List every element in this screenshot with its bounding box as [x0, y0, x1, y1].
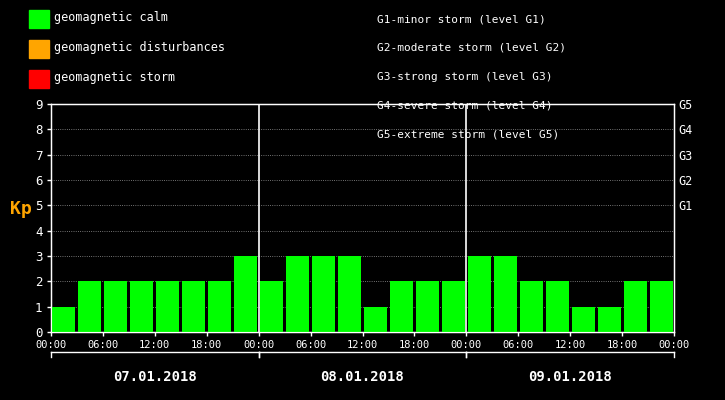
Bar [546, 281, 569, 332]
Text: 08.01.2018: 08.01.2018 [320, 370, 405, 384]
Bar [130, 281, 154, 332]
Bar [494, 256, 517, 332]
Bar [520, 281, 543, 332]
Bar [597, 307, 621, 332]
Text: 07.01.2018: 07.01.2018 [113, 370, 196, 384]
Bar [650, 281, 673, 332]
Text: geomagnetic storm: geomagnetic storm [54, 72, 175, 84]
Text: geomagnetic disturbances: geomagnetic disturbances [54, 42, 225, 54]
Text: geomagnetic calm: geomagnetic calm [54, 12, 168, 24]
Text: 09.01.2018: 09.01.2018 [529, 370, 612, 384]
Bar [338, 256, 361, 332]
Bar [624, 281, 647, 332]
Y-axis label: Kp: Kp [10, 200, 32, 218]
Text: G1-minor storm (level G1): G1-minor storm (level G1) [377, 14, 546, 24]
Bar [468, 256, 491, 332]
Bar [208, 281, 231, 332]
Bar [571, 307, 595, 332]
Bar [234, 256, 257, 332]
Bar [442, 281, 465, 332]
Text: G2-moderate storm (level G2): G2-moderate storm (level G2) [377, 43, 566, 53]
Bar [312, 256, 335, 332]
Text: G4-severe storm (level G4): G4-severe storm (level G4) [377, 100, 552, 110]
Text: G5-extreme storm (level G5): G5-extreme storm (level G5) [377, 129, 559, 139]
Bar [182, 281, 205, 332]
Bar [156, 281, 179, 332]
Bar [286, 256, 310, 332]
Bar [415, 281, 439, 332]
Bar [390, 281, 413, 332]
Bar [364, 307, 387, 332]
Bar [78, 281, 102, 332]
Text: G3-strong storm (level G3): G3-strong storm (level G3) [377, 72, 552, 82]
Bar [260, 281, 283, 332]
Bar [104, 281, 128, 332]
Bar [52, 307, 75, 332]
